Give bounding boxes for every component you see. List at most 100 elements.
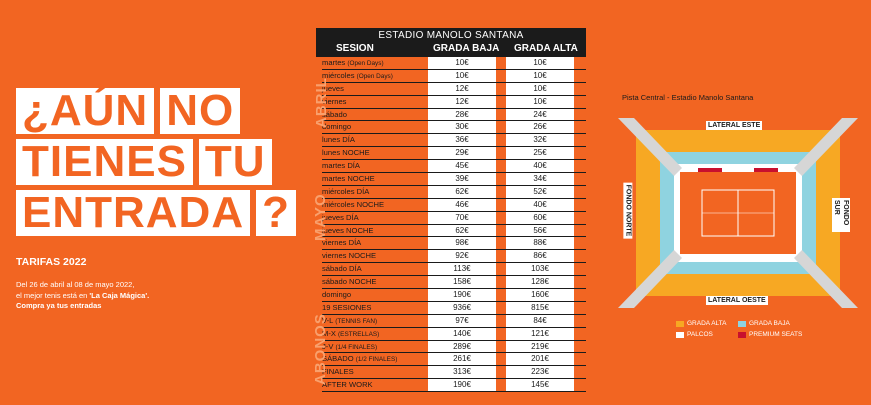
- session-name: viernes: [322, 96, 347, 106]
- session-label: sábado DÍA: [322, 264, 362, 273]
- session-name: miércoles: [322, 70, 355, 80]
- row-separator: [322, 184, 586, 186]
- row-separator: [322, 120, 586, 122]
- price-grada-baja: 158€: [428, 276, 496, 289]
- table-row: viernes 12€ 10€: [316, 95, 586, 109]
- session-name: miércoles DÍA: [322, 186, 370, 196]
- session-label: V-L (TENNIS FAN): [322, 316, 377, 325]
- table-row: miércoles NOCHE 46€ 40€: [316, 198, 586, 212]
- table-row: sábado DÍA 113€ 103€: [316, 263, 586, 277]
- walkway: [618, 118, 682, 176]
- column-header-grada-baja: GRADA BAJA: [433, 43, 500, 54]
- table-row: martes DÍA 45€ 40€: [316, 160, 586, 174]
- price-grada-alta: 40€: [506, 160, 574, 173]
- session-label: J-V (1/4 FINALES): [322, 342, 377, 351]
- row-separator: [322, 391, 586, 393]
- row-separator: [322, 236, 586, 238]
- row-separator: [322, 300, 586, 302]
- row-separator: [322, 378, 586, 380]
- row-separator: [322, 352, 586, 354]
- price-grada-baja: 62€: [428, 224, 496, 237]
- row-separator: [322, 197, 586, 199]
- row-separator: [322, 365, 586, 367]
- price-grada-baja: 29€: [428, 147, 496, 160]
- description-line: Del 26 de abril al 08 de mayo 2022,: [16, 280, 135, 289]
- price-grada-baja: 10€: [428, 57, 496, 70]
- session-note: (ESTRELLAS): [338, 330, 380, 338]
- row-separator: [322, 313, 586, 315]
- session-note: (TENNIS FAN): [335, 317, 378, 325]
- session-label: martes DÍA: [322, 161, 360, 170]
- headline-word: NO: [160, 88, 241, 134]
- walkway: [794, 250, 858, 308]
- price-grada-alta: 219€: [506, 340, 574, 353]
- headline-row: ¿AÚN NO: [16, 88, 296, 134]
- session-name: J-V: [322, 341, 334, 351]
- session-label: miércoles NOCHE: [322, 200, 384, 209]
- description: Del 26 de abril al 08 de mayo 2022, el m…: [16, 280, 216, 312]
- row-separator: [322, 275, 586, 277]
- legend-swatch: [676, 331, 684, 338]
- table-row: jueves 12€ 10€: [316, 82, 586, 96]
- session-name: SÁBADO: [322, 354, 354, 364]
- session-name: AFTER WORK: [322, 380, 373, 390]
- session-label: jueves: [322, 84, 344, 93]
- price-grada-baja: 113€: [428, 263, 496, 276]
- session-note: (Open Days): [347, 60, 384, 67]
- walkway: [618, 250, 682, 308]
- headline-word: ENTRADA: [16, 190, 251, 236]
- lateral-oeste-label: LATERAL OESTE: [706, 296, 768, 305]
- map-title: Pista Central - Estadio Manolo Santana: [622, 93, 754, 102]
- row-separator: [322, 146, 586, 148]
- table-row: sábado NOCHE 158€ 128€: [316, 276, 586, 290]
- table-body: martes (Open Days) 10€ 10€ miércoles (Open …: [316, 57, 586, 393]
- table-row: martes NOCHE 39€ 34€: [316, 173, 586, 186]
- table-row: domingo 30€ 26€: [316, 121, 586, 135]
- session-name: sábado NOCHE: [322, 277, 377, 287]
- venue-name: 'La Caja Mágica'.: [89, 290, 150, 300]
- headline-row: ENTRADA ?: [16, 190, 296, 236]
- price-grada-alta: 121€: [506, 327, 574, 341]
- session-name: martes DÍA: [322, 161, 360, 171]
- price-grada-baja: 313€: [428, 366, 496, 379]
- price-grada-baja: 10€: [428, 69, 496, 83]
- price-grada-alta: 10€: [506, 57, 574, 70]
- premium-seats-area: [698, 168, 722, 173]
- table-row: SÁBADO (1/2 FINALES) 261€ 201€: [316, 353, 586, 367]
- price-grada-alta: 24€: [506, 108, 574, 121]
- headline-word: TIENES: [16, 139, 193, 185]
- session-note: (1/4 FINALES): [335, 343, 378, 351]
- session-label: viernes DÍA: [322, 238, 361, 247]
- price-grada-alta: 145€: [506, 379, 574, 392]
- session-name: 19 SESIONES: [322, 302, 372, 312]
- price-grada-alta: 84€: [506, 314, 574, 328]
- column-header-grada-alta: GRADA ALTA: [514, 43, 578, 54]
- price-grada-alta: 10€: [506, 95, 574, 109]
- session-name: lunes DÍA: [322, 135, 355, 145]
- session-name: martes NOCHE: [322, 174, 375, 184]
- price-grada-baja: 45€: [428, 160, 496, 173]
- price-grada-alta: 52€: [506, 185, 574, 199]
- row-separator: [322, 249, 586, 251]
- session-name: jueves DÍA: [322, 212, 359, 222]
- table-row: viernes NOCHE 92€ 86€: [316, 250, 586, 264]
- legend-item: PALCOS: [676, 331, 713, 338]
- row-separator: [322, 159, 586, 161]
- session-label: lunes NOCHE: [322, 148, 370, 157]
- table-row: AFTER WORK 190€ 145€: [316, 379, 586, 393]
- price-grada-baja: 190€: [428, 289, 496, 302]
- price-grada-alta: 26€: [506, 121, 574, 134]
- session-label: miércoles (Open Days): [322, 71, 393, 80]
- row-separator: [322, 133, 586, 135]
- table-row: sábado 28€ 24€: [316, 108, 586, 122]
- headline-word: TU: [198, 139, 272, 185]
- fondo-sur-label: FONDO SUR: [832, 198, 850, 232]
- table-row: martes (Open Days) 10€ 10€: [316, 57, 586, 70]
- headline-word: ¿AÚN: [16, 88, 155, 134]
- price-grada-alta: 223€: [506, 366, 574, 379]
- row-separator: [322, 223, 586, 225]
- group-label-mayo: MAYO: [312, 193, 329, 241]
- row-separator: [322, 68, 586, 70]
- price-grada-baja: 92€: [428, 250, 496, 263]
- session-name: sábado DÍA: [322, 264, 362, 274]
